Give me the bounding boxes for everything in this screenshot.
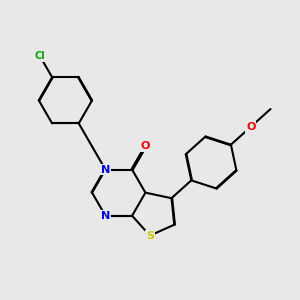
Text: S: S: [146, 231, 154, 241]
Text: N: N: [101, 165, 110, 175]
Text: O: O: [141, 142, 150, 152]
Text: O: O: [246, 122, 255, 132]
Text: Cl: Cl: [35, 51, 46, 62]
Text: N: N: [101, 211, 110, 221]
